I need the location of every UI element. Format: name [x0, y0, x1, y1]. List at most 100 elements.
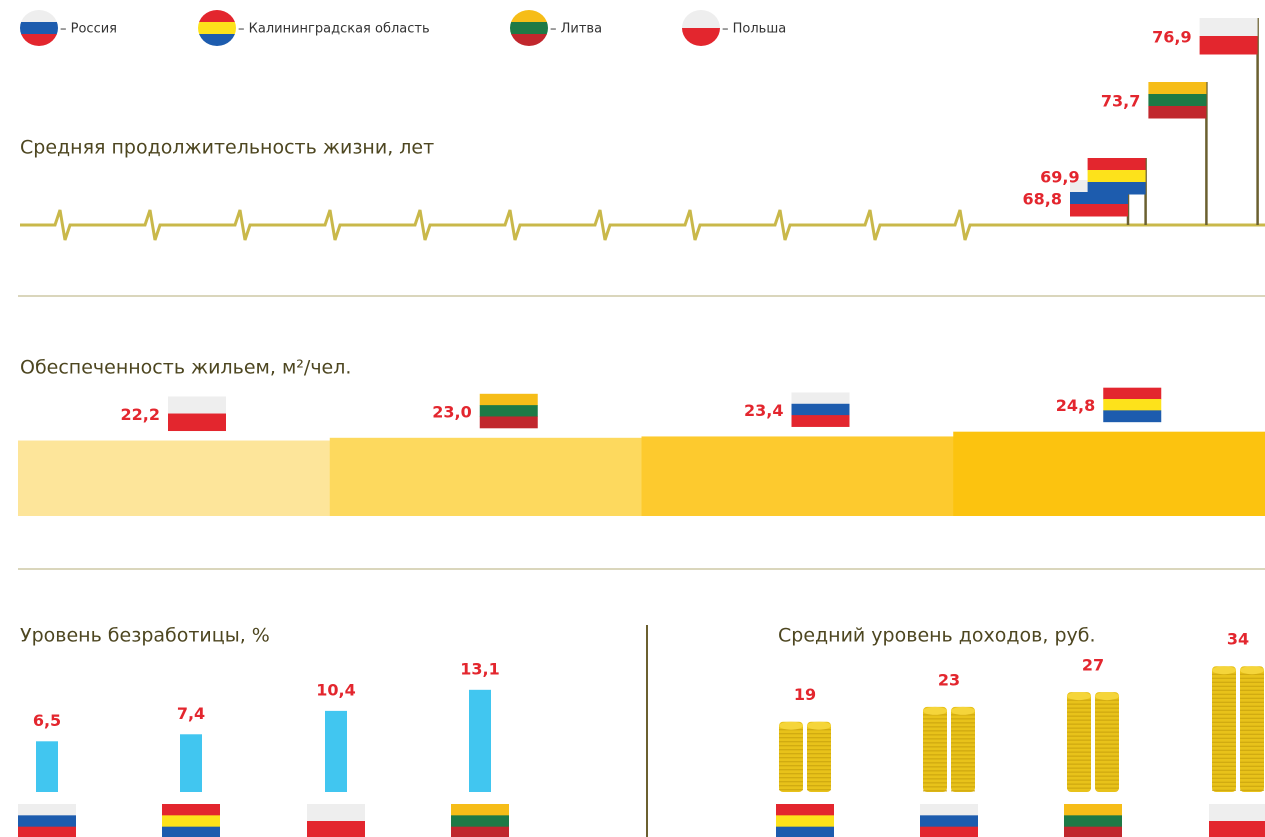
bar [469, 690, 491, 792]
flag-stripe [480, 394, 538, 406]
flag-stripe [1148, 94, 1206, 107]
coin-stacks [779, 722, 831, 792]
value-label: 23 [938, 670, 960, 689]
flag [307, 804, 365, 837]
flag [162, 804, 220, 837]
value-label: 68,8 [1023, 190, 1062, 209]
flag-stripe [480, 405, 538, 417]
flag-stripe [451, 804, 509, 816]
flag-stripe [168, 414, 226, 432]
flag-stripe [1103, 410, 1161, 422]
bar [180, 734, 202, 792]
flag-stripe [162, 804, 220, 816]
coin-top [1240, 666, 1264, 674]
flag-stripe [480, 416, 538, 428]
flag [480, 394, 538, 429]
flag [18, 804, 76, 837]
flag-stripe [920, 815, 978, 827]
flag-stripe [776, 804, 834, 816]
value-label: 34 [1227, 630, 1249, 649]
value-label: 23,0 [432, 402, 471, 421]
flag-stripe [1088, 158, 1146, 171]
flag-stripe [198, 34, 236, 47]
flag-stripe [18, 827, 76, 837]
coin-stack [1212, 666, 1236, 792]
coin-top [951, 707, 975, 715]
legend-label: – Калининградская область [238, 22, 430, 37]
flag [1200, 18, 1258, 55]
coin-top [807, 722, 831, 730]
flag-stripe [1064, 815, 1122, 827]
flag [920, 804, 978, 837]
flag-stripe [510, 10, 548, 23]
value-label: 7,4 [177, 704, 205, 723]
coin-stacks [1212, 666, 1264, 792]
flag-stripe [1070, 204, 1128, 217]
legend-label: – Россия [60, 22, 117, 37]
flag [1088, 158, 1146, 195]
bar [642, 436, 954, 516]
infographic: – Россия – Калининградская область – Литва… [0, 0, 1265, 837]
flag [682, 10, 720, 47]
bar [36, 741, 58, 792]
flag-stripe [168, 397, 226, 415]
flag [776, 804, 834, 837]
flag-stripe [18, 804, 76, 816]
value-label: 13,1 [460, 659, 499, 678]
coin-top [1212, 666, 1236, 674]
value-label: 22,2 [121, 405, 160, 424]
flag-stripe [1103, 399, 1161, 411]
flag-stripe [451, 815, 509, 827]
flag-stripe [162, 815, 220, 827]
flag-stripe [1064, 804, 1122, 816]
coin-stacks [923, 707, 975, 792]
flag [1148, 82, 1206, 119]
flag-stripe [1209, 821, 1265, 837]
value-label: 69,9 [1040, 168, 1079, 187]
bar [953, 432, 1265, 516]
flag-stripe [682, 28, 720, 47]
flag-stripe [776, 815, 834, 827]
flag-stripe [1064, 827, 1122, 837]
flag [1103, 388, 1161, 423]
flag-stripe [1209, 804, 1265, 822]
flag [792, 392, 850, 427]
coin-top [923, 707, 947, 715]
chart-title: Средний уровень доходов, руб. [778, 625, 1096, 647]
flag-stripe [20, 34, 58, 47]
coin-top [1067, 692, 1091, 700]
chart-title: Средняя продолжительность жизни, лет [20, 137, 434, 159]
coin-top [779, 722, 803, 730]
value-label: 24,8 [1056, 396, 1095, 415]
flag [510, 10, 548, 47]
flag-stripe [18, 815, 76, 827]
flag-stripe [682, 10, 720, 29]
flag-stripe [1088, 182, 1146, 195]
flag-stripe [162, 827, 220, 837]
value-label: 73,7 [1101, 92, 1140, 111]
flag-stripe [920, 827, 978, 837]
page: {"legend": [ {"label": "– Россия", "colo… [0, 0, 1265, 837]
legend-label: – Литва [550, 22, 602, 37]
flag-stripe [792, 415, 850, 427]
flag-stripe [776, 827, 834, 837]
coin-top [1095, 692, 1119, 700]
bar [330, 438, 642, 516]
flag [1209, 804, 1265, 837]
flag [1064, 804, 1122, 837]
flag-stripe [1200, 18, 1258, 37]
flag [168, 397, 226, 432]
flag-stripe [451, 827, 509, 837]
flag-stripe [198, 10, 236, 23]
coin-stack [1067, 692, 1091, 792]
flag [451, 804, 509, 837]
flag-stripe [307, 804, 365, 822]
legend-label: – Польша [722, 22, 786, 37]
flag-stripe [510, 22, 548, 35]
chart-title: Обеспеченность жильем, м²/чел. [20, 357, 351, 379]
value-label: 23,4 [744, 401, 783, 420]
bar [325, 711, 347, 792]
flag-stripe [1148, 106, 1206, 119]
flag-stripe [1200, 36, 1258, 55]
coin-stack [1240, 666, 1264, 792]
